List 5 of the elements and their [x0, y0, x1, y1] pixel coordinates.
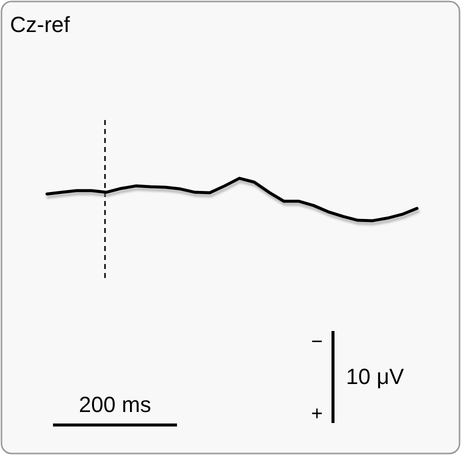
- chart-title: Cz-ref: [10, 12, 71, 37]
- text: 10 μV: [346, 364, 404, 389]
- text: −: [311, 331, 323, 353]
- text: 200 ms: [78, 392, 152, 417]
- text: +: [311, 403, 323, 425]
